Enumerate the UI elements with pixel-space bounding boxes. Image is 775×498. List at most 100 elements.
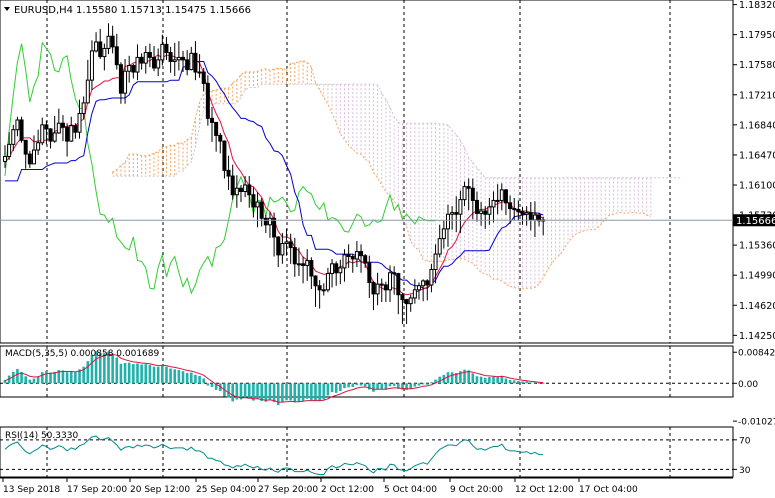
candle-bull (450, 212, 455, 215)
candle-bear (259, 201, 264, 219)
macd-bar (198, 375, 201, 384)
macd-pane[interactable]: 0.008426 0.00 -0.010273 MACD(5,35,5) 0.000… (0, 345, 775, 428)
macd-bar (53, 371, 56, 384)
macd-bar (388, 383, 392, 387)
macd-bar (310, 383, 313, 401)
macd-bar (252, 383, 255, 401)
macd-bar (500, 375, 504, 384)
macd-bar (247, 383, 251, 399)
chevron-down-icon[interactable] (4, 7, 10, 11)
candle-bull (156, 59, 161, 69)
macd-bar (454, 372, 458, 384)
candle-bull (296, 263, 301, 266)
macd-bar (475, 376, 479, 384)
candle-bear (238, 187, 243, 192)
macd-axis: 0.008426 0.00 -0.010273 (733, 349, 775, 428)
macd-bar (289, 383, 292, 401)
macd-bar (521, 381, 524, 384)
macd-bar (517, 381, 520, 384)
rsi-pane[interactable]: 70 30 RSI(14) 50.3330 (0, 426, 751, 478)
macd-bar (508, 379, 512, 384)
candle-bull (524, 212, 529, 215)
candle-bear (214, 121, 219, 136)
candle-bear (73, 125, 78, 133)
candle-bull (89, 50, 94, 81)
candle-bear (520, 211, 525, 215)
macd-bar (334, 383, 338, 393)
macd-bar (11, 371, 15, 384)
macd-bar (115, 357, 119, 384)
candle-bull (462, 186, 467, 201)
candle-bull (330, 263, 335, 275)
senkou-span-a-line (112, 60, 651, 290)
candle-bull (267, 217, 272, 226)
candle-bull (106, 35, 111, 49)
candle-bull (56, 122, 61, 134)
macd-bar (368, 383, 371, 390)
rsi-line (4, 435, 544, 475)
macd-bar (107, 351, 110, 384)
macd-bar (264, 383, 268, 402)
macd-bar (285, 383, 288, 401)
macd-bar (65, 372, 69, 384)
macd-bar (119, 363, 123, 384)
candle-bear (60, 122, 65, 128)
candle-bear (152, 56, 157, 69)
price-tick-label: 1.16470 (739, 150, 775, 161)
candle-bear (508, 202, 513, 210)
price-tick-label: 1.16100 (739, 180, 775, 191)
candle-bear (512, 208, 517, 211)
candle-bear (346, 254, 351, 258)
candle-bull (325, 273, 330, 291)
macd-bar (190, 372, 193, 384)
candle-bear (276, 236, 281, 256)
symbol-header: EURUSD,H4 1.15580 1.15713 1.15475 1.1566… (4, 5, 251, 16)
candle-bull (94, 41, 99, 52)
macd-bar (235, 383, 239, 400)
candle-bull (3, 156, 7, 162)
macd-bar (94, 351, 98, 384)
time-tick-label: 2 Oct 12:00 (321, 485, 374, 495)
macd-bar (45, 371, 48, 384)
candle-bull (441, 228, 446, 240)
candle-bear (466, 186, 471, 189)
main-pane[interactable]: 1.18320 1.17950 1.17580 1.17210 1.16840 1.164… (0, 0, 775, 344)
macd-bar (347, 383, 350, 388)
candle-bear (23, 139, 28, 155)
macd-bar (239, 383, 243, 400)
macd-bar (405, 383, 408, 390)
time-tick-label: 20 Sep 12:00 (130, 485, 190, 495)
last-price-box (733, 214, 775, 227)
macd-bar (256, 383, 259, 399)
macd-bar (438, 376, 441, 384)
candle-bull (479, 210, 484, 214)
candle-bull (342, 254, 347, 269)
macd-bar (243, 383, 247, 398)
candle-bull (354, 251, 359, 260)
candle-bull (176, 56, 181, 61)
macd-bar (392, 383, 396, 386)
macd-bar (434, 379, 437, 384)
price-tick-label: 1.14620 (739, 301, 775, 312)
candle-bull (7, 143, 12, 158)
candle-bear (383, 284, 388, 291)
main-pane-frame (0, 0, 734, 344)
macd-bar (351, 383, 355, 387)
time-tick-label: 9 Oct 20:00 (450, 485, 503, 495)
macd-bar (492, 376, 495, 384)
macd-bar (36, 376, 40, 384)
candle-bear (110, 35, 115, 48)
macd-bar (74, 372, 77, 384)
candle-bear (201, 71, 206, 84)
candle-bull (135, 56, 140, 73)
candle-bull (143, 52, 148, 64)
candle-bear (400, 294, 405, 301)
candle-bear (503, 189, 508, 204)
price-tick-label: 1.14990 (739, 271, 775, 282)
candle-bull (458, 199, 463, 215)
candle-bull (189, 52, 194, 71)
last-price-label: 1.15666 (736, 216, 775, 227)
macd-bar (463, 369, 466, 384)
